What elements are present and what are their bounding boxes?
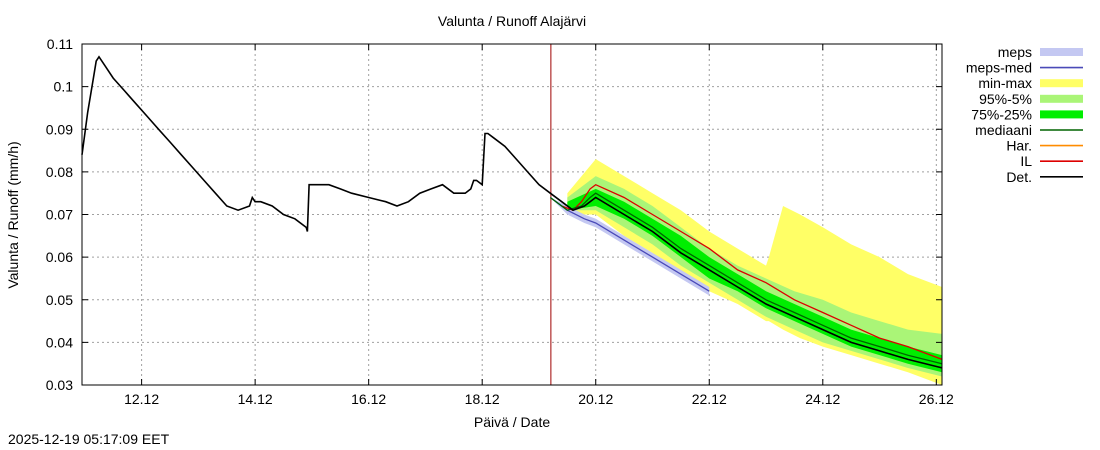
x-tick-label-5: 22.12 [692, 391, 727, 407]
x-tick-label-7: 26.12 [919, 391, 954, 407]
legend-swatch-min-max [1040, 79, 1083, 88]
y-tick-label-4: 0.07 [46, 207, 73, 223]
x-axis-label: Päivä / Date [474, 414, 550, 430]
y-axis-ticks: 0.03 0.04 0.05 0.06 0.07 0.08 0.09 0.1 0.11 [46, 36, 942, 393]
legend-swatch-75-25- [1040, 110, 1083, 119]
legend-swatch-meps [1040, 48, 1083, 56]
legend-label-mediaani: mediaani [975, 122, 1032, 138]
legend-label-95-5-: 95%-5% [979, 91, 1032, 107]
y-tick-label-8: 0.11 [47, 36, 73, 52]
series-line-mediaani [549, 192, 943, 365]
band-75-25- [567, 188, 942, 373]
series-line-il [561, 183, 943, 361]
y-tick-label-2: 0.05 [46, 292, 73, 308]
series-lines [81, 55, 943, 369]
percentile-bands [550, 159, 942, 385]
series-line-meps-med [549, 196, 710, 292]
series-line-det- [81, 55, 943, 369]
legend-label-meps-med: meps-med [966, 60, 1032, 76]
y-tick-label-6: 0.09 [46, 121, 73, 137]
legend-label-75-25-: 75%-25% [971, 106, 1032, 122]
legend-label-meps: meps [998, 44, 1032, 60]
legend-swatch-95-5- [1040, 94, 1083, 103]
x-tick-label-3: 18.12 [465, 391, 500, 407]
y-tick-label-3: 0.06 [46, 249, 73, 265]
x-tick-label-0: 12.12 [124, 391, 159, 407]
legend-label-det-: Det. [1006, 169, 1032, 185]
legend-label-min-max: min-max [978, 75, 1032, 91]
x-axis-ticks: 12.12 14.12 16.12 18.12 20.12 22.12 24.12 26.12 [124, 44, 954, 407]
legend-label-har-: Har. [1006, 138, 1032, 154]
legend: mepsmeps-medmin-max95%-5%75%-25%mediaani… [966, 44, 1083, 185]
x-tick-label-6: 24.12 [805, 391, 840, 407]
y-tick-label-7: 0.1 [54, 79, 74, 95]
x-tick-label-1: 14.12 [238, 391, 273, 407]
timestamp: 2025-12-19 05:17:09 EET [8, 431, 170, 447]
legend-label-il: IL [1020, 153, 1032, 169]
chart-title: Valunta / Runoff Alajärvi [438, 13, 586, 29]
x-tick-label-4: 20.12 [578, 391, 613, 407]
y-tick-label-5: 0.08 [46, 164, 73, 180]
y-axis-label: Valunta / Runoff (mm/h) [5, 141, 21, 288]
y-tick-label-0: 0.03 [46, 377, 73, 393]
band-meps [550, 197, 710, 296]
y-tick-label-1: 0.04 [46, 334, 73, 350]
x-tick-label-2: 16.12 [351, 391, 386, 407]
